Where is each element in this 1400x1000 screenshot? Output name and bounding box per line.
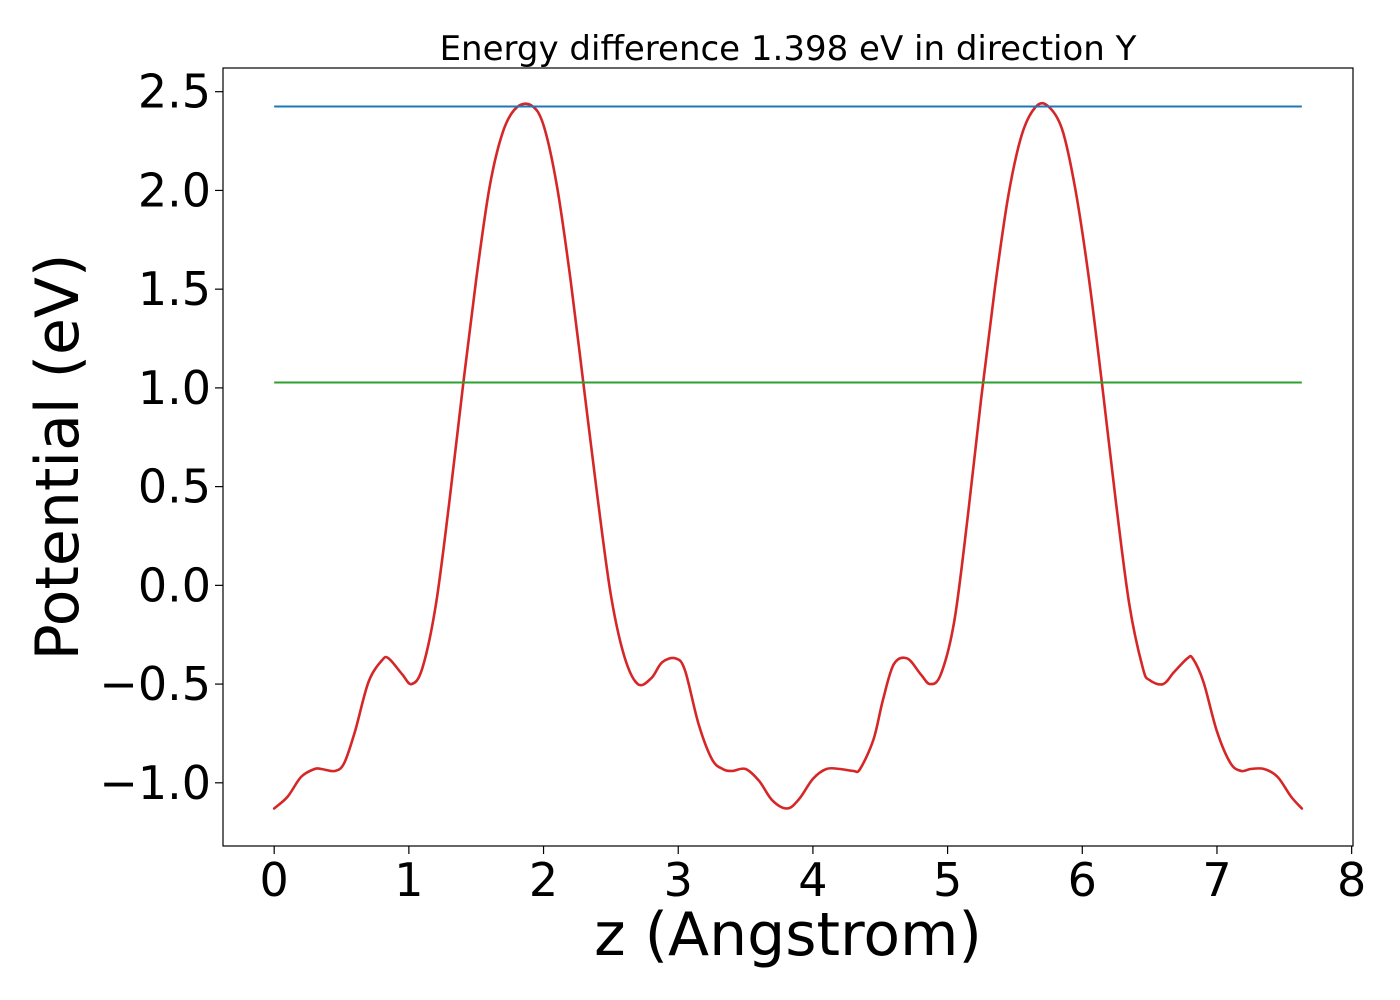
x-tick-label: 4 <box>798 853 827 907</box>
x-axis: 0 1 2 3 4 5 6 7 8 <box>260 846 1366 907</box>
x-tick-label: 7 <box>1202 853 1231 907</box>
y-tick-label: 2.5 <box>138 65 211 119</box>
x-axis-title: z (Angstrom) <box>594 900 982 970</box>
y-tick-label: 1.0 <box>138 361 211 415</box>
x-tick-label: 5 <box>933 853 962 907</box>
y-axis-title: Potential (eV) <box>23 254 93 661</box>
y-tick-label: 0.5 <box>138 460 211 514</box>
x-tick-label: 0 <box>260 853 289 907</box>
y-tick-label: 1.5 <box>138 262 211 316</box>
chart-title: Energy difference 1.398 eV in direction … <box>440 29 1137 69</box>
y-tick-label: 2.0 <box>138 163 211 217</box>
y-tick-label: −1.0 <box>99 756 211 810</box>
x-tick-label: 8 <box>1337 853 1366 907</box>
x-tick-label: 3 <box>664 853 693 907</box>
series-layer <box>272 101 1304 810</box>
x-tick-label: 6 <box>1068 853 1097 907</box>
x-tick-label: 2 <box>529 853 558 907</box>
y-tick-label: −0.5 <box>99 657 211 711</box>
series-line-0 <box>272 101 1304 810</box>
plot-frame <box>222 67 1354 847</box>
y-tick-label: 0.0 <box>138 558 211 612</box>
y-axis: −1.0 −0.5 0.0 0.5 1.0 1.5 2.0 2.5 <box>99 65 223 810</box>
x-tick-label: 1 <box>394 853 423 907</box>
